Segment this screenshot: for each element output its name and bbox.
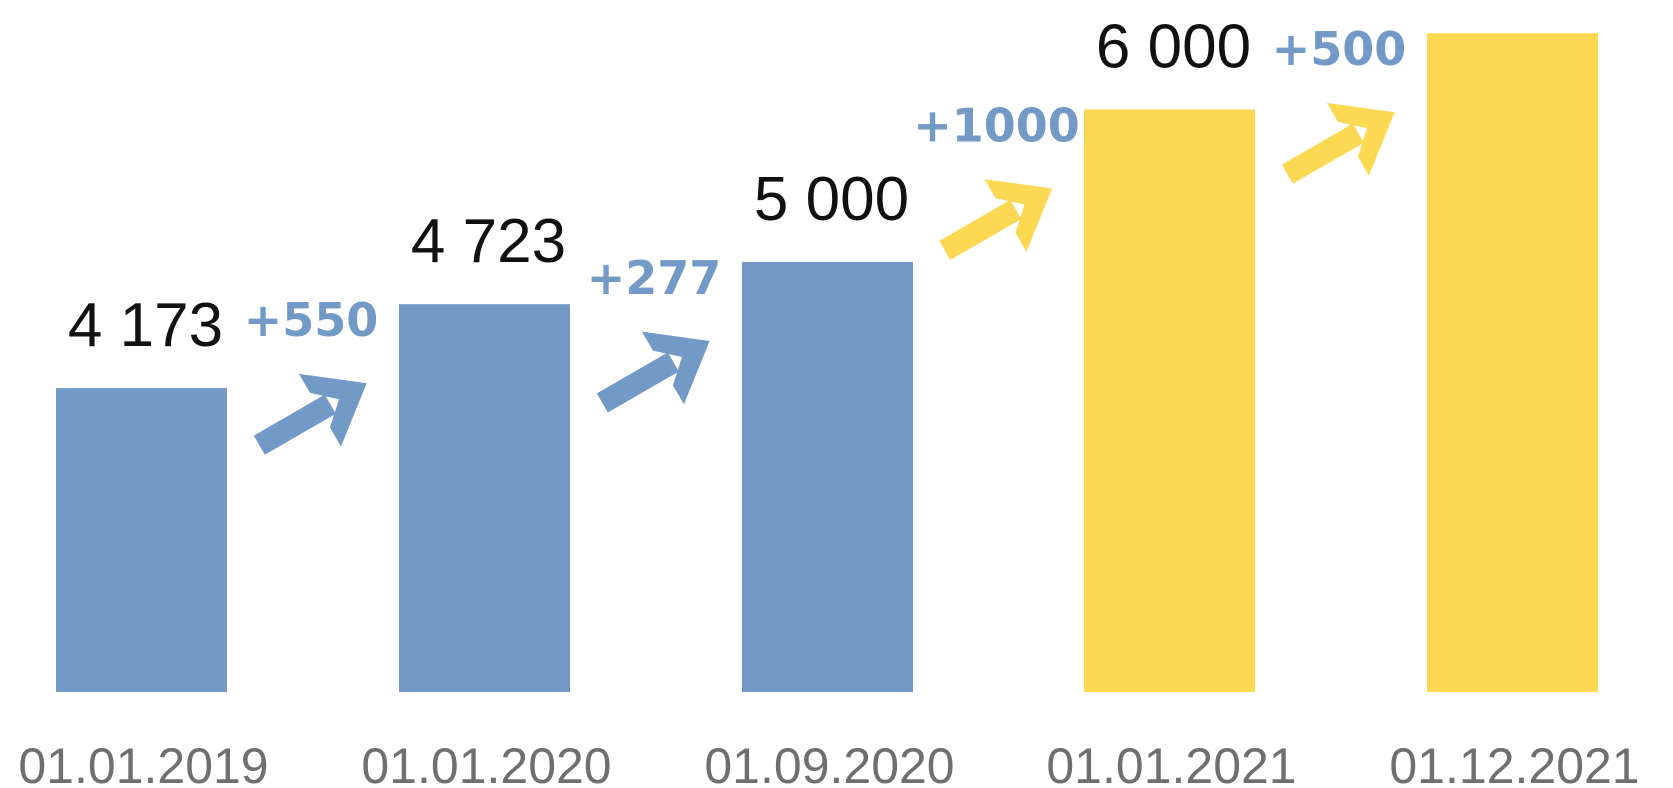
category-label-4: 01.12.2021 bbox=[1389, 738, 1639, 788]
category-label-0: 01.01.2019 bbox=[18, 738, 268, 788]
increment-label-0: +550 bbox=[244, 293, 379, 347]
bar-01.01.2021 bbox=[1084, 109, 1255, 692]
arrows-group bbox=[253, 102, 1395, 455]
category-label-2: 01.09.2020 bbox=[704, 738, 954, 788]
bars-group bbox=[56, 33, 1598, 692]
arrow-icon bbox=[596, 331, 710, 413]
category-label-1: 01.01.2020 bbox=[361, 738, 611, 788]
arrow-icon bbox=[1281, 102, 1395, 184]
labels-group: 4 173 01.01.2019 4 723 01.01.2020 5 000 01.09… bbox=[18, 0, 1662, 788]
arrow-icon bbox=[253, 373, 367, 455]
bar-01.09.2020 bbox=[742, 261, 913, 692]
value-label-0: 4 173 bbox=[68, 291, 223, 360]
value-label-2: 5 000 bbox=[754, 165, 909, 234]
increment-label-1: +277 bbox=[587, 251, 722, 305]
bar-01.01.2019 bbox=[56, 388, 227, 692]
bar-01.12.2021 bbox=[1427, 33, 1598, 692]
category-label-3: 01.01.2021 bbox=[1046, 738, 1296, 788]
value-label-3: 6 000 bbox=[1096, 12, 1251, 81]
value-label-4: 6 500 bbox=[1399, 0, 1662, 15]
value-label-1: 4 723 bbox=[411, 207, 566, 276]
increment-label-2: +1000 bbox=[913, 98, 1080, 152]
increment-label-3: +500 bbox=[1272, 22, 1407, 76]
bar-01.01.2020 bbox=[399, 304, 570, 692]
arrow-icon bbox=[939, 179, 1053, 260]
